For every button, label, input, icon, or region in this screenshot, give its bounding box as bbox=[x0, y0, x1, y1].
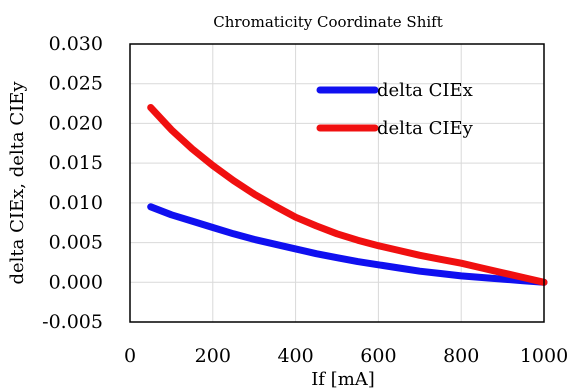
data-point-0-16 bbox=[481, 277, 483, 279]
data-point-1-3 bbox=[212, 165, 214, 167]
legend: delta CIEx delta CIEy bbox=[316, 80, 474, 139]
data-point-0-8 bbox=[315, 253, 317, 255]
y-axis-label: delta CIEx, delta CIEy bbox=[7, 81, 28, 285]
data-point-1-8 bbox=[315, 225, 317, 227]
data-point-1-4 bbox=[233, 180, 234, 182]
x-axis-label: If [mA] bbox=[311, 369, 375, 390]
y-tick-label-4: 0.015 bbox=[49, 152, 103, 174]
data-point-1-18 bbox=[522, 277, 524, 279]
y-tick-label-7: 0.030 bbox=[49, 33, 103, 55]
data-point-1-9 bbox=[336, 233, 338, 235]
x-tick-label-5: 1000 bbox=[520, 345, 568, 367]
y-tick-label-0: -0.005 bbox=[42, 311, 103, 333]
data-point-0-0 bbox=[150, 206, 152, 208]
data-point-1-2 bbox=[191, 148, 193, 150]
x-tick-label-3: 600 bbox=[360, 345, 396, 367]
data-point-1-15 bbox=[460, 262, 462, 264]
y-tick-label-2: 0.005 bbox=[49, 232, 103, 254]
data-point-0-6 bbox=[274, 243, 276, 245]
data-point-1-5 bbox=[253, 193, 255, 195]
data-point-0-9 bbox=[336, 257, 338, 259]
data-point-0-14 bbox=[440, 273, 441, 275]
data-point-1-1 bbox=[170, 129, 172, 131]
data-point-1-6 bbox=[274, 205, 276, 207]
data-point-0-11 bbox=[377, 264, 379, 266]
data-point-1-11 bbox=[377, 245, 379, 247]
x-tick-label-1: 200 bbox=[195, 345, 231, 367]
x-tick-label-2: 400 bbox=[277, 345, 313, 367]
legend-label-1: delta CIEy bbox=[377, 118, 474, 139]
data-point-1-13 bbox=[419, 254, 421, 256]
data-point-0-15 bbox=[460, 275, 462, 277]
data-point-1-10 bbox=[357, 239, 359, 241]
data-point-0-3 bbox=[212, 226, 214, 228]
data-point-0-13 bbox=[419, 270, 421, 272]
data-point-0-17 bbox=[502, 278, 504, 280]
series-lines bbox=[147, 104, 548, 286]
data-point-1-0 bbox=[150, 107, 152, 109]
data-point-0-5 bbox=[253, 238, 255, 240]
data-point-1-7 bbox=[295, 216, 297, 218]
y-tick-label-1: 0.000 bbox=[49, 271, 103, 293]
data-point-1-16 bbox=[481, 267, 483, 269]
data-point-1-17 bbox=[502, 272, 504, 274]
x-tick-label-0: 0 bbox=[124, 345, 136, 367]
data-point-0-7 bbox=[295, 248, 297, 250]
data-point-0-12 bbox=[398, 267, 400, 269]
chart-title: Chromaticity Coordinate Shift bbox=[213, 13, 443, 31]
y-tick-labels: -0.005 0.000 0.005 0.010 0.015 0.020 0.025 0.03… bbox=[42, 33, 103, 333]
series-line-1 bbox=[147, 104, 548, 286]
series-line-0 bbox=[147, 203, 548, 286]
data-point-0-4 bbox=[233, 233, 234, 235]
y-tick-label-3: 0.010 bbox=[49, 192, 103, 214]
data-point-1-12 bbox=[398, 250, 400, 252]
legend-label-0: delta CIEx bbox=[377, 80, 473, 101]
x-tick-labels: 0 200 400 600 800 1000 bbox=[124, 345, 568, 367]
data-point-0-10 bbox=[357, 261, 359, 263]
data-point-1-14 bbox=[440, 258, 441, 260]
data-point-0-2 bbox=[191, 220, 193, 222]
x-tick-label-4: 800 bbox=[443, 345, 479, 367]
data-point-0-1 bbox=[170, 214, 172, 216]
y-tick-label-5: 0.020 bbox=[49, 112, 103, 134]
plot-frame bbox=[129, 43, 545, 323]
y-tick-label-6: 0.025 bbox=[49, 73, 103, 95]
